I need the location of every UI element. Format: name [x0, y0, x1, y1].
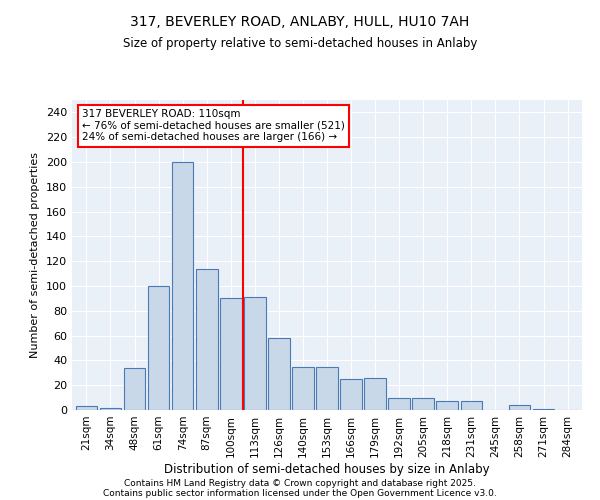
- Bar: [100, 408, 121, 410]
- Bar: [268, 338, 290, 410]
- Text: 317, BEVERLEY ROAD, ANLABY, HULL, HU10 7AH: 317, BEVERLEY ROAD, ANLABY, HULL, HU10 7…: [130, 15, 470, 29]
- Bar: [461, 402, 482, 410]
- Bar: [509, 405, 530, 410]
- Bar: [76, 406, 97, 410]
- Bar: [124, 368, 145, 410]
- Bar: [196, 268, 218, 410]
- Bar: [292, 366, 314, 410]
- Bar: [388, 398, 410, 410]
- Bar: [436, 402, 458, 410]
- Bar: [412, 398, 434, 410]
- Bar: [172, 162, 193, 410]
- Text: Size of property relative to semi-detached houses in Anlaby: Size of property relative to semi-detach…: [123, 38, 477, 51]
- Text: 317 BEVERLEY ROAD: 110sqm
← 76% of semi-detached houses are smaller (521)
24% of: 317 BEVERLEY ROAD: 110sqm ← 76% of semi-…: [82, 110, 345, 142]
- Text: Contains public sector information licensed under the Open Government Licence v3: Contains public sector information licen…: [103, 488, 497, 498]
- Y-axis label: Number of semi-detached properties: Number of semi-detached properties: [31, 152, 40, 358]
- Bar: [340, 379, 362, 410]
- Bar: [148, 286, 169, 410]
- Bar: [533, 409, 554, 410]
- Bar: [220, 298, 242, 410]
- Bar: [244, 297, 266, 410]
- X-axis label: Distribution of semi-detached houses by size in Anlaby: Distribution of semi-detached houses by …: [164, 462, 490, 475]
- Bar: [364, 378, 386, 410]
- Bar: [316, 366, 338, 410]
- Text: Contains HM Land Registry data © Crown copyright and database right 2025.: Contains HM Land Registry data © Crown c…: [124, 478, 476, 488]
